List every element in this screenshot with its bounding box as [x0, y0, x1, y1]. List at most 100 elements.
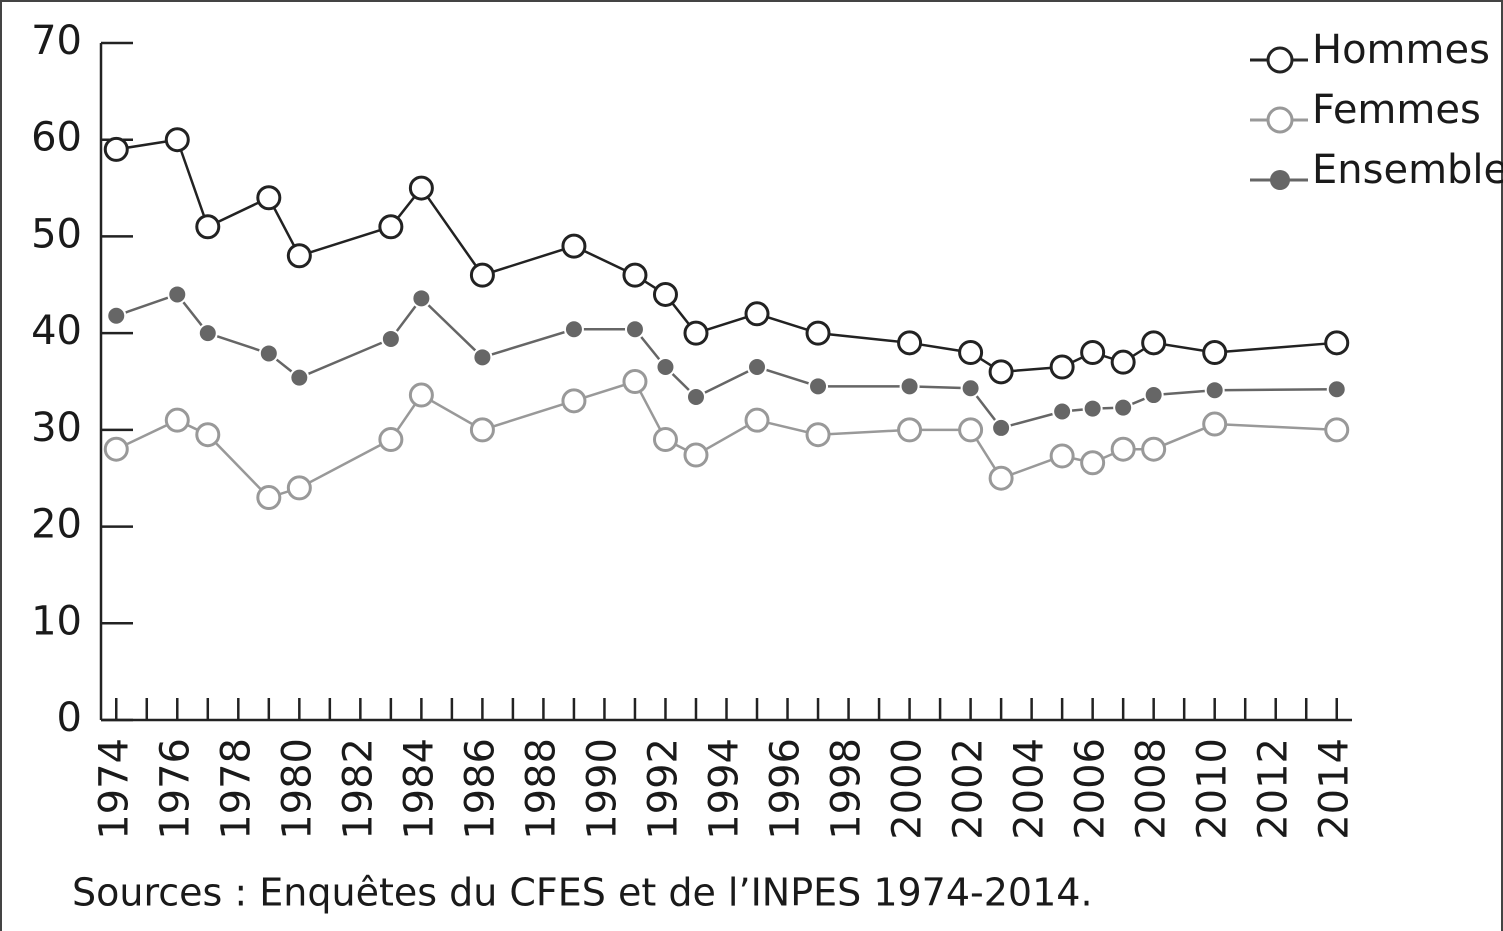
legend-label: Femmes [1312, 87, 1481, 133]
y-tick-label: 40 [31, 308, 82, 354]
marker [652, 281, 678, 307]
marker [624, 319, 645, 340]
x-tick-label: 1984 [396, 738, 442, 840]
marker [106, 305, 127, 326]
y-tick-label: 0 [57, 695, 82, 741]
marker [469, 417, 495, 443]
marker [1324, 417, 1350, 443]
marker [1324, 330, 1350, 356]
marker [655, 356, 676, 377]
marker [1141, 330, 1167, 356]
legend-label: Ensemble [1312, 147, 1503, 193]
marker [744, 407, 770, 433]
marker [289, 367, 310, 388]
y-tick-label: 20 [31, 502, 82, 548]
marker [286, 243, 312, 269]
marker [258, 343, 279, 364]
marker [622, 262, 648, 288]
marker [1202, 339, 1228, 365]
marker [1080, 339, 1106, 365]
marker [747, 356, 768, 377]
marker [1049, 354, 1075, 380]
marker [652, 427, 678, 453]
marker [378, 214, 404, 240]
y-tick-label: 30 [31, 405, 82, 451]
marker [685, 386, 706, 407]
x-tick-label: 1982 [335, 738, 381, 840]
marker [1110, 349, 1136, 375]
x-tick-label: 1994 [702, 738, 748, 840]
marker [469, 262, 495, 288]
x-tick-label: 2010 [1190, 738, 1236, 840]
marker [286, 475, 312, 501]
marker [958, 417, 984, 443]
marker [472, 347, 493, 368]
marker [164, 127, 190, 153]
marker [164, 407, 190, 433]
marker [561, 388, 587, 414]
x-tick-label: 2000 [885, 738, 931, 840]
marker [805, 422, 831, 448]
x-tick-label: 1974 [91, 738, 137, 840]
x-tick-label: 2012 [1251, 738, 1297, 840]
x-tick-label: 1988 [518, 738, 564, 840]
marker [899, 376, 920, 397]
legend-marker [1266, 46, 1294, 74]
marker [622, 369, 648, 394]
marker [805, 320, 831, 346]
marker [167, 284, 188, 305]
marker [256, 185, 282, 211]
marker [988, 465, 1014, 491]
legend-marker [1266, 106, 1294, 134]
legend-marker [1270, 170, 1290, 190]
x-tick-label: 1980 [274, 738, 320, 840]
x-tick-label: 2008 [1129, 738, 1175, 840]
marker [561, 233, 587, 259]
marker [256, 485, 282, 511]
marker [988, 359, 1014, 385]
marker [991, 417, 1012, 438]
marker [1082, 398, 1103, 419]
marker [1143, 385, 1164, 406]
marker [1080, 450, 1106, 476]
y-tick-label: 10 [31, 598, 82, 644]
x-tick-label: 1996 [763, 738, 809, 840]
source: Sources : Enquêtes du CFES et de l’INPES… [72, 871, 1093, 915]
marker [683, 442, 709, 468]
marker [958, 339, 984, 365]
marker [897, 417, 923, 443]
x-tick-label: 1976 [152, 738, 198, 840]
y-tick-label: 50 [31, 211, 82, 257]
marker [808, 376, 829, 397]
marker [103, 436, 129, 462]
marker [744, 301, 770, 327]
marker [195, 214, 221, 240]
marker [103, 136, 129, 162]
marker [408, 175, 434, 201]
marker [897, 330, 923, 356]
marker [380, 328, 401, 349]
x-tick-label: 2014 [1312, 738, 1358, 840]
x-tick-label: 1990 [579, 738, 625, 840]
marker [1049, 443, 1075, 469]
marker [1326, 379, 1347, 400]
marker [960, 378, 981, 399]
x-tick-label: 2006 [1068, 738, 1114, 840]
x-tick-label: 1978 [213, 738, 259, 840]
y-tick-label: 70 [31, 18, 82, 64]
legend-label: Hommes [1312, 27, 1490, 73]
marker [378, 427, 404, 453]
marker [563, 319, 584, 340]
marker [408, 382, 434, 408]
y-tick-label: 60 [31, 115, 82, 161]
marker [1204, 380, 1225, 401]
marker [1141, 436, 1167, 462]
marker [683, 320, 709, 346]
x-tick-label: 1992 [640, 738, 686, 840]
x-tick-label: 2004 [1007, 738, 1053, 840]
x-tick-label: 1998 [824, 738, 870, 840]
marker [1113, 397, 1134, 418]
x-tick-label: 2002 [946, 738, 992, 840]
